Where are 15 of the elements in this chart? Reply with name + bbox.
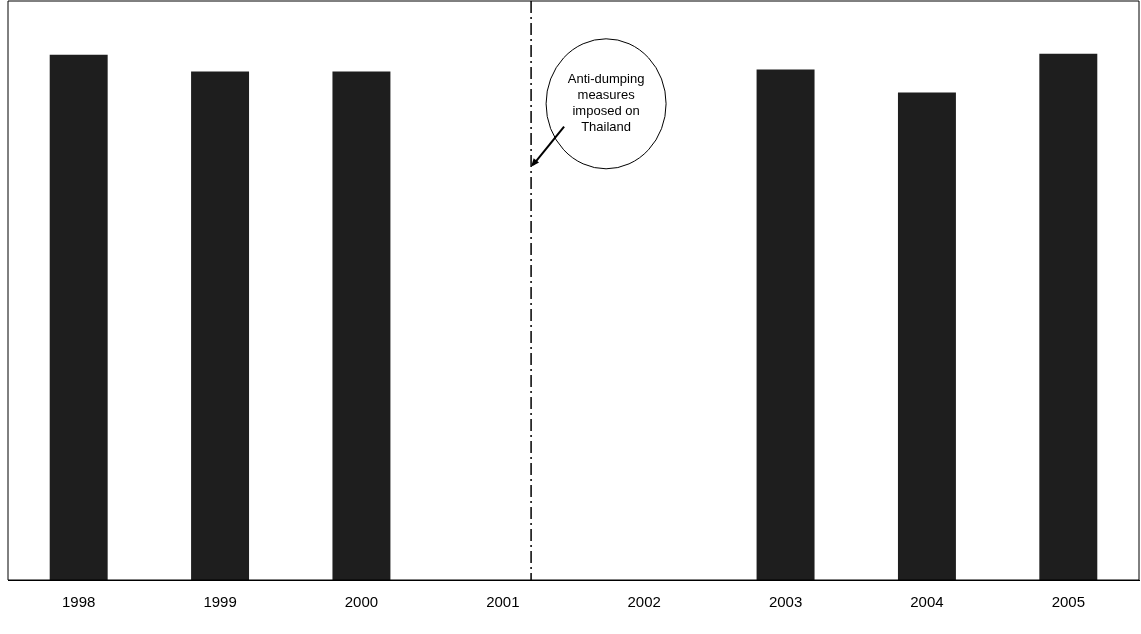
- x-tick-label: 2002: [627, 593, 661, 611]
- x-tick-label: 1999: [203, 593, 237, 611]
- x-tick-label: 2004: [910, 593, 944, 611]
- bar: [49, 54, 108, 580]
- bar: [897, 92, 956, 580]
- bar: [191, 71, 250, 580]
- x-tick-label: 2000: [344, 593, 379, 611]
- x-tick-label: 2003: [768, 593, 803, 611]
- annotation: Anti-dumping measures imposed on Thailand: [567, 71, 645, 135]
- bar: [756, 69, 815, 580]
- bar: [332, 71, 391, 580]
- x-tick-label: 1998: [62, 593, 96, 611]
- x-tick-label: 2001: [486, 593, 520, 611]
- bar: [1039, 53, 1098, 580]
- x-tick-label: 2005: [1051, 593, 1085, 611]
